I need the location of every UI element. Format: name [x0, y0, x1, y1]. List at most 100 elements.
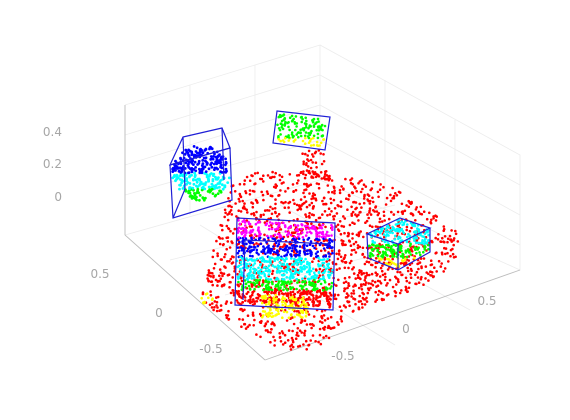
plane-point — [304, 131, 308, 134]
scene-point — [244, 191, 248, 195]
scene-point — [383, 258, 387, 261]
sphere-point — [226, 181, 230, 185]
large-box-point — [286, 248, 289, 252]
small-box-point — [418, 241, 422, 245]
scene-point — [212, 308, 215, 312]
scene-point — [434, 236, 438, 240]
sphere-point — [218, 181, 222, 185]
large-box-point — [245, 242, 248, 246]
sphere-point — [193, 192, 196, 195]
plane-point — [321, 128, 324, 132]
scene-point — [337, 252, 341, 255]
scene-point — [342, 281, 346, 285]
large-box-point — [243, 279, 247, 282]
large-box-point — [323, 294, 326, 298]
scene-point — [384, 203, 388, 206]
scene-point — [346, 286, 349, 290]
large-box-point — [302, 244, 306, 248]
scene-point — [382, 185, 385, 189]
large-box-point — [327, 270, 331, 274]
scene-point — [398, 291, 402, 295]
plane-point — [305, 122, 308, 126]
scene-point — [229, 229, 232, 233]
large-box-point — [301, 277, 304, 281]
large-box-point — [296, 261, 300, 265]
plane-point — [304, 136, 307, 140]
scene-point — [244, 327, 248, 330]
scene-point — [218, 237, 222, 240]
large-box-point — [275, 251, 278, 255]
large-box-point — [291, 247, 294, 250]
large-box-point — [304, 283, 307, 287]
scene-point — [390, 210, 393, 214]
scene-point — [312, 172, 316, 175]
scene-point — [240, 276, 243, 280]
large-box-point — [271, 264, 275, 267]
scene-point — [378, 217, 382, 221]
large-box-point — [307, 296, 311, 299]
large-box-point — [289, 233, 293, 237]
sphere-point — [188, 175, 191, 179]
scene-point — [328, 213, 332, 216]
scene-point — [303, 331, 306, 335]
sphere-point — [212, 155, 216, 158]
scene-point — [312, 315, 316, 318]
scene-point — [346, 208, 349, 211]
scene-point — [361, 187, 364, 191]
small-box-point — [370, 247, 374, 251]
large-box-point — [263, 238, 266, 241]
scene-point — [238, 192, 242, 196]
scene-point — [320, 177, 324, 180]
scene-point — [227, 197, 230, 200]
small-box-point — [378, 231, 382, 235]
scene-point — [302, 343, 305, 346]
large-box-point — [289, 285, 292, 289]
scene-point — [310, 326, 313, 330]
large-box-point — [249, 251, 252, 254]
small-box-point — [409, 242, 412, 246]
scene-point — [364, 283, 367, 287]
large-box-point — [289, 275, 293, 278]
scene-point — [361, 253, 364, 256]
scene-point — [354, 251, 358, 254]
large-box-point — [262, 245, 265, 248]
large-box-point — [300, 269, 303, 273]
scene-point — [251, 189, 255, 193]
sphere-point — [172, 169, 175, 173]
scene-point — [343, 261, 347, 264]
plane-point — [319, 126, 322, 129]
large-box-point — [311, 288, 315, 292]
scene-point — [271, 272, 274, 276]
large-box-point — [302, 285, 305, 288]
plane-point — [312, 124, 316, 127]
scene-point — [428, 211, 431, 215]
small-box-point — [392, 243, 396, 247]
large-box-point — [319, 282, 323, 286]
large-box-point — [304, 290, 308, 294]
plane-point — [304, 116, 308, 120]
large-box-point — [277, 232, 280, 236]
large-box-point — [259, 232, 262, 236]
scene-point — [274, 198, 277, 201]
scene-point — [207, 269, 211, 272]
scene-point — [371, 279, 374, 283]
large-box-point — [314, 298, 318, 301]
large-box-point — [249, 280, 252, 284]
large-box-point — [321, 223, 325, 227]
sphere-point — [202, 156, 206, 160]
scene-point — [270, 212, 274, 216]
scene-point — [230, 205, 233, 209]
scene-point — [274, 186, 278, 189]
plane-point — [287, 134, 290, 137]
large-box-point — [244, 299, 247, 302]
scene-point — [233, 190, 237, 193]
sphere-point — [184, 148, 188, 152]
large-box-point — [264, 266, 267, 269]
scene-point — [245, 208, 248, 212]
plane-point — [316, 132, 320, 136]
scene-point — [220, 272, 224, 275]
scene-point — [352, 266, 356, 269]
scene-point — [398, 271, 402, 274]
large-box-point — [322, 271, 326, 274]
sphere-point — [194, 150, 198, 153]
